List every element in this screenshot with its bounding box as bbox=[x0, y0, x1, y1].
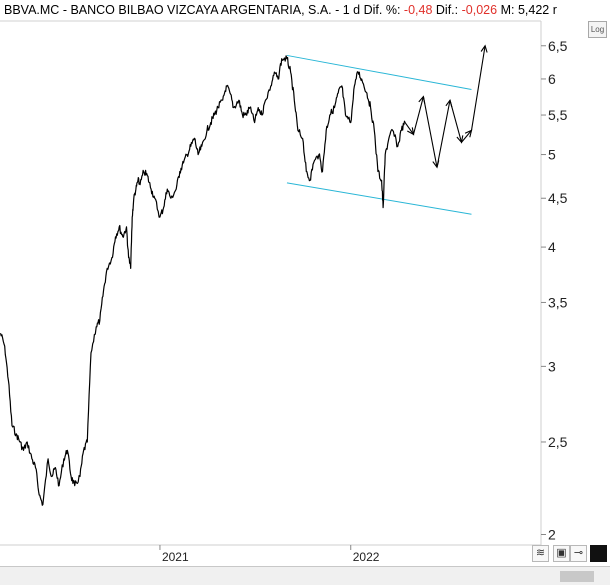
x-tick-label: 2021 bbox=[162, 550, 189, 564]
y-tick-label: 2,5 bbox=[548, 434, 568, 450]
color-toggle-icon[interactable] bbox=[590, 545, 607, 562]
projection-arrowhead bbox=[456, 135, 464, 144]
dif-pct-value: -0,48 bbox=[403, 3, 433, 17]
trend-channel bbox=[286, 54, 472, 215]
y-tick-label: 4,5 bbox=[548, 190, 568, 206]
company-name: BANCO BILBAO VIZCAYA ARGENTARIA, S.A. bbox=[70, 3, 332, 17]
y-axis: 6,5 6 5,5 5 4,5 4 3,5 3 2,5 2 bbox=[541, 38, 568, 543]
projection-path bbox=[404, 44, 488, 169]
y-tick-label: 4 bbox=[548, 239, 556, 255]
dif-value: -0,026 bbox=[461, 3, 498, 17]
scroll-thumb[interactable] bbox=[560, 571, 594, 582]
m-label: M: bbox=[500, 3, 515, 17]
price-line bbox=[0, 55, 406, 506]
y-tick-label: 5 bbox=[548, 147, 556, 163]
period: 1 d bbox=[342, 3, 361, 17]
zoom-icon[interactable]: ≋ bbox=[532, 545, 549, 562]
projection-line bbox=[404, 45, 486, 168]
m-value: 5,422 bbox=[517, 3, 550, 17]
projection-arrowhead bbox=[445, 98, 453, 108]
horizontal-scrollbar[interactable] bbox=[0, 566, 610, 585]
header-separator: - bbox=[59, 3, 71, 17]
price-series bbox=[0, 55, 406, 506]
y-tick-label: 6 bbox=[548, 71, 556, 87]
y-tick-label: 6,5 bbox=[548, 38, 568, 54]
symbol: BBVA.MC bbox=[4, 3, 60, 17]
projection-arrowhead bbox=[418, 95, 426, 104]
projection-arrowhead bbox=[480, 44, 488, 53]
channel-upper-line bbox=[286, 54, 472, 90]
channel-lower-line bbox=[286, 182, 472, 215]
projection-arrowhead bbox=[464, 129, 473, 138]
projection-arrowhead bbox=[432, 160, 440, 169]
x-axis: 2021 2022 bbox=[159, 545, 380, 564]
y-tick-label: 5,5 bbox=[548, 107, 568, 123]
y-tick-label: 2 bbox=[548, 527, 556, 543]
y-tick-label: 3 bbox=[548, 358, 556, 374]
y-tick-label: 3,5 bbox=[548, 294, 568, 310]
save-icon[interactable]: ▣ bbox=[553, 545, 570, 562]
dif-pct-label: Dif. %: bbox=[363, 3, 401, 17]
header-separator-2: - bbox=[331, 3, 343, 17]
dif-label: Dif.: bbox=[435, 3, 459, 17]
price-chart[interactable]: 6,5 6 5,5 5 4,5 4 3,5 3 2,5 2 2021 2022 bbox=[0, 0, 610, 566]
chart-header: BBVA.MC - BANCO BILBAO VIZCAYA ARGENTARI… bbox=[4, 3, 557, 17]
projection-arrowhead bbox=[407, 127, 415, 136]
pin-icon[interactable]: ⊸ bbox=[570, 545, 587, 562]
header-trail: r bbox=[552, 3, 557, 17]
x-tick-label: 2022 bbox=[353, 550, 380, 564]
log-scale-button[interactable]: Log bbox=[588, 21, 607, 38]
